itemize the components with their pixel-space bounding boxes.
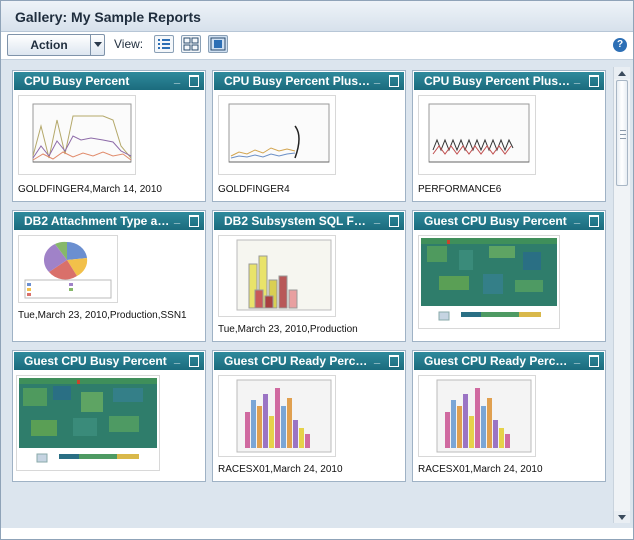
card-caption: RACESX01,March 24, 2010 — [218, 464, 343, 475]
minimize-icon[interactable]: _ — [374, 213, 381, 225]
report-card[interactable]: Guest CPU Ready Perc… _ — [212, 350, 406, 482]
3d-bar-chart-thumbnail — [436, 379, 532, 453]
card-title: Guest CPU Ready Perc… — [224, 354, 368, 368]
chevron-down-icon[interactable] — [90, 35, 105, 55]
report-card[interactable]: CPU Busy Percent _ GOLDFINGER4,March 14,… — [12, 70, 206, 202]
maximize-icon[interactable] — [189, 75, 199, 87]
card-title: Guest CPU Busy Percent — [24, 354, 167, 368]
card-header: Guest CPU Ready Perc… _ — [414, 352, 604, 370]
card-caption: PERFORMANCE6 — [418, 184, 502, 195]
report-thumbnail[interactable] — [218, 375, 336, 457]
minimize-icon[interactable]: _ — [374, 353, 381, 365]
card-header: CPU Busy Percent Plus… _ — [414, 72, 604, 90]
report-card[interactable]: Guest CPU Ready Perc… _ — [412, 350, 606, 482]
report-card[interactable]: CPU Busy Percent Plus… _ PERFORMANCE6 — [412, 70, 606, 202]
card-title: DB2 Attachment Type a… — [24, 214, 170, 228]
card-header: DB2 Attachment Type a… _ — [14, 212, 204, 230]
report-card[interactable]: DB2 Attachment Type a… _ Tue,March 23, 2… — [12, 210, 206, 342]
scroll-thumb[interactable] — [616, 80, 628, 186]
report-thumbnail[interactable] — [418, 375, 536, 457]
card-caption: GOLDFINGER4 — [218, 184, 290, 195]
list-view-icon — [158, 39, 170, 49]
minimize-icon[interactable]: _ — [574, 213, 581, 225]
heatmap-thumbnail — [19, 378, 157, 463]
maximize-icon[interactable] — [589, 75, 599, 87]
card-caption: Tue,March 23, 2010,Production — [218, 324, 358, 335]
minimize-icon[interactable]: _ — [374, 73, 381, 85]
card-caption: GOLDFINGER4,March 14, 2010 — [18, 184, 162, 195]
maximize-icon[interactable] — [589, 355, 599, 367]
heatmap-thumbnail — [421, 238, 557, 321]
scroll-up-icon[interactable] — [614, 67, 630, 79]
report-card[interactable]: DB2 Subsystem SQL Fu… _ Tue,March 23, 20… — [212, 210, 406, 342]
report-thumbnail[interactable] — [418, 95, 536, 175]
card-header: Guest CPU Busy Percent _ — [414, 212, 604, 230]
card-caption: RACESX01,March 24, 2010 — [418, 464, 543, 475]
grip-icon — [620, 130, 626, 139]
line-chart-thumbnail — [428, 103, 530, 163]
card-title: DB2 Subsystem SQL Fu… — [224, 214, 372, 228]
card-header: Guest CPU Busy Percent _ — [14, 352, 204, 370]
tile-view-icon — [183, 37, 199, 51]
report-thumbnail[interactable] — [418, 235, 560, 329]
line-chart-thumbnail — [32, 103, 132, 163]
preview-view-button[interactable] — [208, 35, 228, 53]
maximize-icon[interactable] — [389, 215, 399, 227]
card-header: CPU Busy Percent _ — [14, 72, 204, 90]
maximize-icon[interactable] — [189, 355, 199, 367]
pie-chart-thumbnail — [24, 241, 112, 299]
card-header: Guest CPU Ready Perc… _ — [214, 352, 404, 370]
report-thumbnail[interactable] — [218, 95, 336, 175]
help-icon[interactable]: ? — [613, 38, 627, 52]
toolbar: Action View: ? — [1, 32, 633, 58]
preview-view-icon — [210, 37, 226, 51]
report-card[interactable]: Guest CPU Busy Percent _ — [412, 210, 606, 342]
minimize-icon[interactable]: _ — [174, 73, 181, 85]
card-title: CPU Busy Percent Plus… — [224, 74, 371, 88]
title-bar: Gallery: My Sample Reports — [1, 1, 633, 32]
card-title: CPU Busy Percent — [24, 74, 130, 88]
card-header: DB2 Subsystem SQL Fu… _ — [214, 212, 404, 230]
minimize-icon[interactable]: _ — [174, 213, 181, 225]
report-card[interactable]: CPU Busy Percent Plus… _ GOLDFINGER4 — [212, 70, 406, 202]
card-title: Guest CPU Ready Perc… — [424, 354, 568, 368]
action-button-label: Action — [30, 38, 68, 52]
minimize-icon[interactable]: _ — [174, 353, 181, 365]
report-thumbnail[interactable] — [18, 95, 136, 175]
window-title: Gallery: My Sample Reports — [15, 9, 201, 25]
maximize-icon[interactable] — [389, 75, 399, 87]
report-thumbnail[interactable] — [18, 235, 118, 303]
list-view-button[interactable] — [154, 35, 174, 53]
card-header: CPU Busy Percent Plus… _ — [214, 72, 404, 90]
view-label: View: — [114, 37, 144, 51]
vertical-scrollbar[interactable] — [613, 67, 630, 523]
3d-bar-chart-thumbnail — [236, 239, 332, 311]
report-gallery: CPU Busy Percent _ GOLDFINGER4,March 14,… — [1, 59, 633, 528]
tile-view-button[interactable] — [181, 35, 201, 53]
maximize-icon[interactable] — [189, 215, 199, 227]
maximize-icon[interactable] — [589, 215, 599, 227]
minimize-icon[interactable]: _ — [574, 353, 581, 365]
report-thumbnail[interactable] — [218, 235, 336, 317]
line-chart-thumbnail — [228, 103, 330, 163]
minimize-icon[interactable]: _ — [574, 73, 581, 85]
scroll-down-icon[interactable] — [614, 511, 630, 523]
3d-bar-chart-thumbnail — [236, 379, 332, 453]
report-thumbnail[interactable] — [16, 375, 160, 471]
card-title: CPU Busy Percent Plus… — [424, 74, 571, 88]
report-card[interactable]: Guest CPU Busy Percent _ — [12, 350, 206, 482]
card-title: Guest CPU Busy Percent — [424, 214, 567, 228]
action-menu-button[interactable]: Action — [7, 34, 105, 56]
card-caption: Tue,March 23, 2010,Production,SSN1 — [18, 310, 187, 321]
maximize-icon[interactable] — [389, 355, 399, 367]
